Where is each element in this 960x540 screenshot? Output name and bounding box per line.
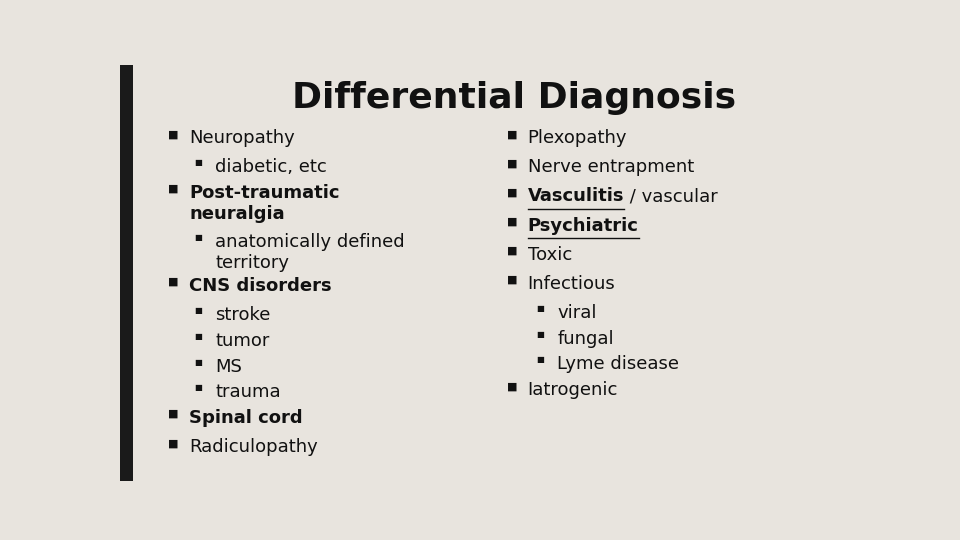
Text: ■: ■ [507, 217, 517, 227]
Text: CNS disorders: CNS disorders [189, 277, 332, 295]
Text: ■: ■ [537, 304, 544, 313]
Text: ■: ■ [194, 357, 203, 367]
Text: / vascular: / vascular [624, 187, 718, 205]
Text: ■: ■ [507, 129, 517, 139]
Text: ■: ■ [537, 329, 544, 339]
Text: Post-traumatic
neuralgia: Post-traumatic neuralgia [189, 184, 340, 223]
Text: Neuropathy: Neuropathy [189, 129, 295, 147]
Text: diabetic, etc: diabetic, etc [215, 158, 327, 177]
Text: ■: ■ [194, 233, 203, 242]
Text: ■: ■ [507, 187, 517, 198]
Text: trauma: trauma [215, 383, 281, 401]
Text: viral: viral [558, 304, 597, 322]
Text: Iatrogenic: Iatrogenic [528, 381, 618, 399]
Text: ■: ■ [168, 438, 179, 448]
Text: ■: ■ [507, 381, 517, 391]
Text: ■: ■ [507, 158, 517, 168]
Text: stroke: stroke [215, 306, 271, 324]
Text: ■: ■ [537, 355, 544, 364]
Text: ■: ■ [507, 246, 517, 255]
Text: ■: ■ [168, 277, 179, 287]
Text: Nerve entrapment: Nerve entrapment [528, 158, 694, 177]
Text: Spinal cord: Spinal cord [189, 409, 302, 427]
Text: Plexopathy: Plexopathy [528, 129, 627, 147]
Text: ■: ■ [507, 275, 517, 285]
Text: ■: ■ [194, 158, 203, 167]
Text: Radiculopathy: Radiculopathy [189, 438, 318, 456]
Text: fungal: fungal [558, 329, 614, 348]
Text: MS: MS [215, 357, 242, 375]
Text: Vasculitis: Vasculitis [528, 187, 624, 205]
Bar [120, 65, 133, 481]
Text: Psychiatric: Psychiatric [528, 217, 638, 234]
Text: ■: ■ [168, 409, 179, 419]
Text: Toxic: Toxic [528, 246, 572, 264]
Text: Differential Diagnosis: Differential Diagnosis [292, 82, 736, 116]
Text: ■: ■ [168, 129, 179, 139]
Text: anatomically defined
territory: anatomically defined territory [215, 233, 405, 272]
Text: tumor: tumor [215, 332, 270, 350]
Text: Lyme disease: Lyme disease [558, 355, 680, 374]
Text: ■: ■ [194, 383, 203, 392]
Text: ■: ■ [194, 306, 203, 315]
Text: Infectious: Infectious [528, 275, 615, 293]
Text: ■: ■ [194, 332, 203, 341]
Text: ■: ■ [168, 184, 179, 194]
